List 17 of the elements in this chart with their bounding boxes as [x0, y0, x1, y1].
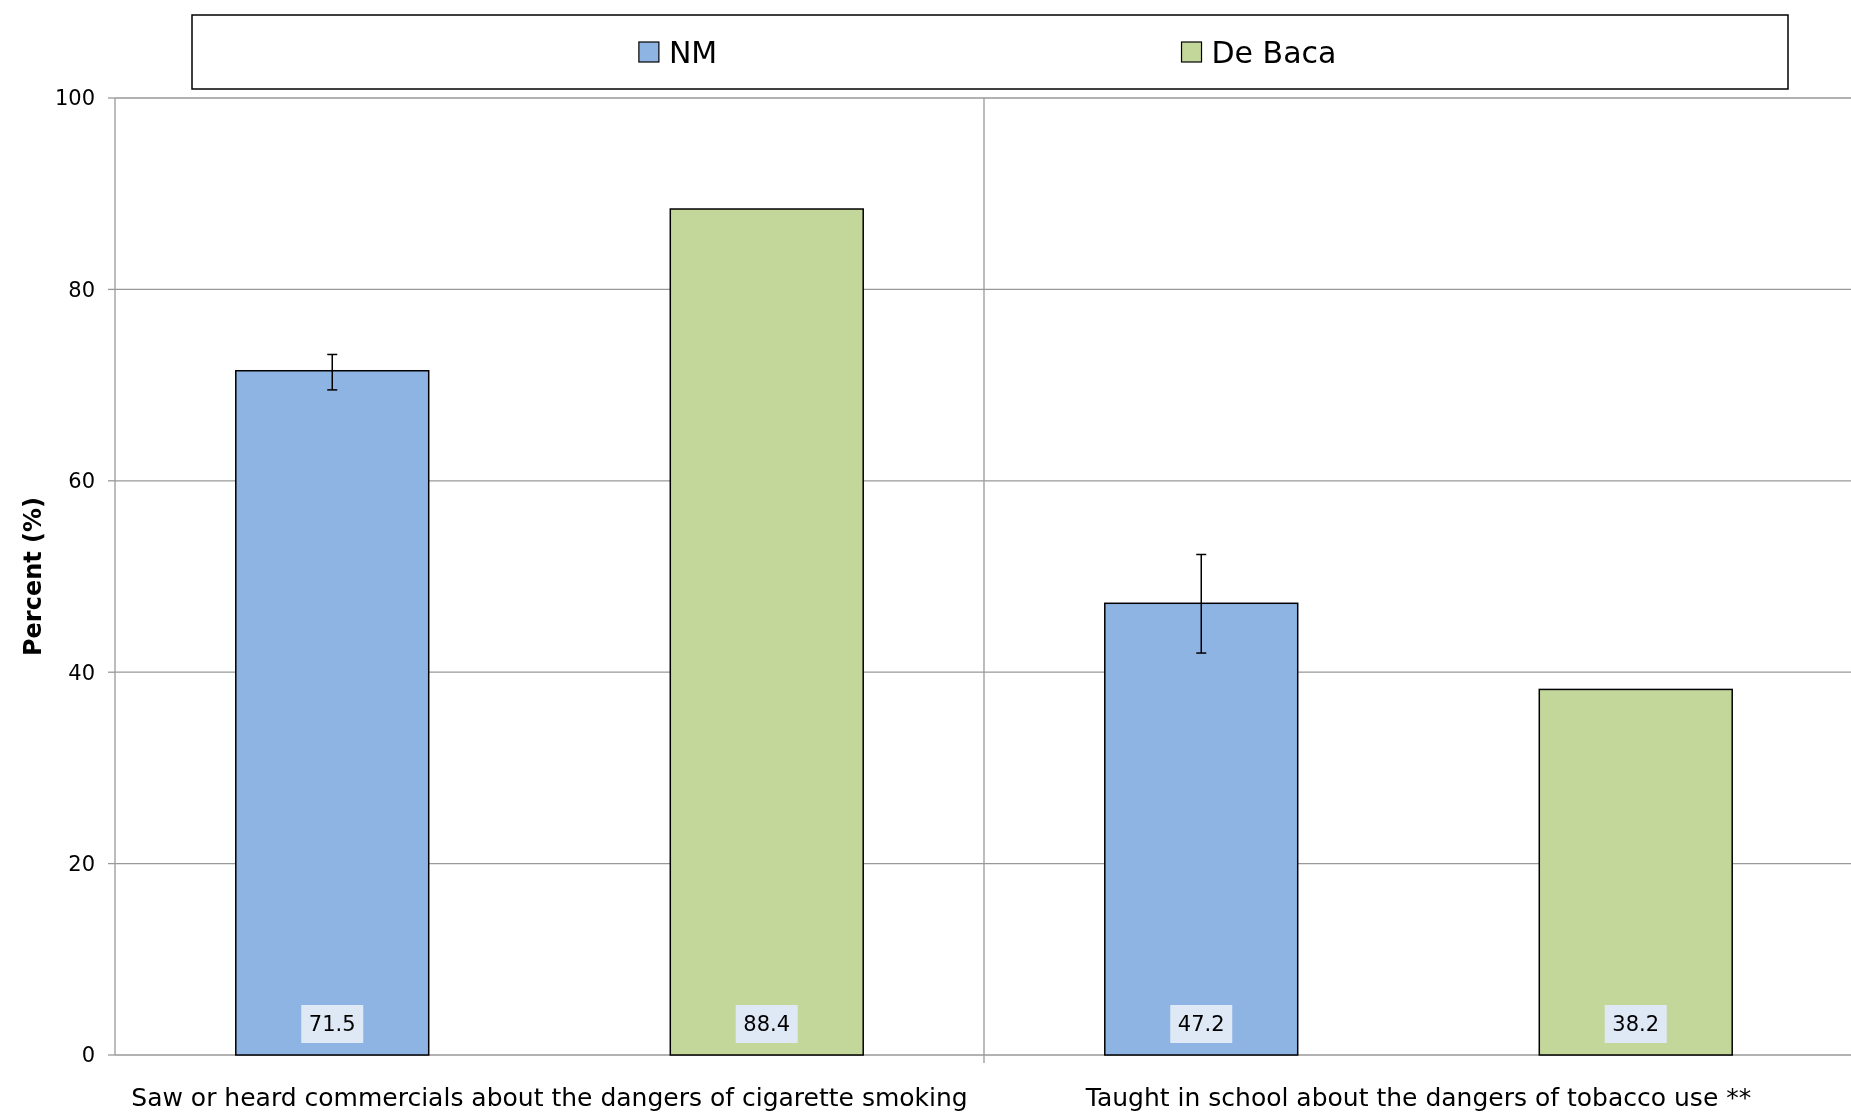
y-tick-label: 80 [68, 277, 95, 302]
y-tick-label: 40 [68, 660, 95, 685]
y-tick-label: 60 [68, 469, 95, 494]
bar [1538, 688, 1733, 1056]
data-label: 47.2 [1177, 1012, 1225, 1037]
legend-label: De Baca [1211, 34, 1337, 70]
y-axis-title: Percent (%) [19, 496, 47, 657]
y-tick-label: 0 [81, 1043, 95, 1068]
y-tick-label: 100 [54, 86, 95, 111]
data-label: 88.4 [743, 1012, 791, 1037]
data-label: 38.2 [1612, 1012, 1660, 1037]
data-label: 71.5 [308, 1012, 356, 1037]
y-tick-label: 20 [68, 851, 95, 876]
bar [669, 208, 864, 1056]
x-tick-label: Taught in school about the dangers of tobacco use ** [1084, 1083, 1752, 1112]
x-tick-label: Saw or heard commercials about the dangers of cigarette smoking [131, 1083, 968, 1112]
legend-label: NM [668, 34, 718, 70]
